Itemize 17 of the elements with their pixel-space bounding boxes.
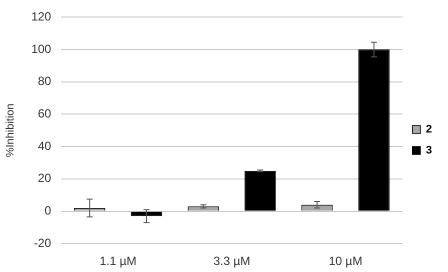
x-tick-label: 3.3 µM bbox=[213, 254, 250, 268]
y-tick-label: 120 bbox=[31, 10, 52, 24]
y-tick-label: 100 bbox=[31, 42, 52, 56]
legend-label: 2 bbox=[426, 124, 432, 136]
y-tick-label: 80 bbox=[38, 74, 52, 88]
bar bbox=[244, 170, 276, 211]
legend-label: 3 bbox=[426, 144, 432, 157]
y-tick-label: 40 bbox=[38, 138, 52, 153]
bar bbox=[358, 50, 390, 211]
y-tick-label: 60 bbox=[38, 106, 52, 121]
x-tick-label: 10 µM bbox=[328, 254, 362, 268]
y-axis-title: %Inhibition bbox=[4, 103, 17, 158]
y-tick-label: 0 bbox=[44, 204, 52, 218]
y-tick-label: 20 bbox=[38, 171, 52, 186]
bar bbox=[130, 212, 162, 216]
y-tick-label: -20 bbox=[34, 236, 52, 250]
x-tick-label: 1.1 µM bbox=[100, 254, 137, 268]
